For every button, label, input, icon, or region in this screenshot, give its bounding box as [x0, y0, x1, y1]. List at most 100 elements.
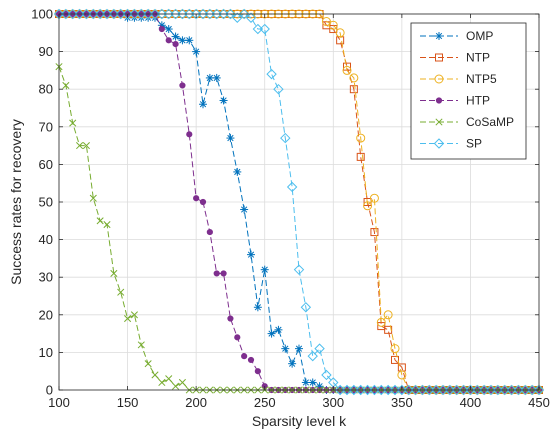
data-point-sp	[60, 8, 72, 20]
data-point-sp	[430, 384, 442, 396]
legend-marker	[435, 53, 443, 62]
data-point-ntp	[370, 228, 379, 237]
data-point-omp	[267, 329, 276, 338]
legend-label: SP	[466, 137, 482, 151]
data-point-sp	[465, 384, 476, 396]
data-point-htp	[254, 368, 261, 375]
data-point-cosamp	[76, 142, 84, 150]
data-point-sp	[396, 384, 408, 396]
x-tick-label: 450	[528, 395, 550, 410]
x-tick-label: 300	[322, 395, 344, 410]
y-tick-label: 50	[39, 195, 53, 210]
data-point-sp	[526, 384, 538, 396]
data-point-cosamp	[178, 378, 186, 387]
legend-marker	[435, 118, 443, 126]
data-point-omp	[274, 325, 283, 334]
data-point-ntp5	[335, 28, 345, 38]
data-point-cosamp	[124, 315, 132, 323]
data-point-sp	[403, 384, 414, 396]
data-point-cosamp	[110, 269, 118, 277]
data-point-omp	[233, 167, 242, 176]
data-point-sp	[177, 8, 188, 20]
data-point-htp	[172, 40, 179, 48]
data-point-sp	[389, 384, 401, 396]
data-point-omp	[226, 134, 235, 143]
data-point-omp	[219, 96, 228, 105]
data-point-omp	[164, 25, 173, 34]
y-tick-label: 30	[39, 270, 53, 285]
data-point-sp	[513, 384, 524, 396]
data-point-sp	[211, 8, 222, 20]
data-point-sp	[225, 8, 236, 20]
data-point-cosamp	[117, 288, 125, 296]
data-point-cosamp	[137, 341, 145, 349]
data-point-sp	[197, 8, 209, 20]
data-point-sp	[163, 8, 174, 20]
data-point-cosamp	[130, 311, 138, 319]
data-point-sp	[184, 8, 195, 20]
data-point-cosamp	[62, 81, 70, 89]
legend-label: OMP	[466, 29, 493, 43]
data-point-sp	[410, 384, 421, 396]
data-point-htp	[193, 195, 200, 202]
data-point-htp	[247, 356, 255, 364]
data-point-ntp	[391, 355, 399, 364]
data-point-sp	[348, 384, 360, 396]
x-tick-label: 400	[460, 395, 482, 410]
data-point-ntp5	[397, 370, 407, 380]
data-point-sp	[280, 132, 291, 144]
x-tick-label: 200	[185, 395, 207, 410]
legend-label: NTP5	[466, 72, 497, 86]
y-tick-label: 90	[39, 44, 53, 59]
data-point-sp	[444, 384, 456, 396]
data-point-cosamp	[103, 221, 111, 229]
data-point-sp	[520, 384, 531, 396]
data-point-omp	[288, 359, 297, 368]
data-point-htp	[199, 198, 207, 206]
data-point-sp	[478, 384, 490, 396]
data-point-sp	[94, 8, 106, 20]
y-tick-label: 20	[39, 307, 53, 322]
data-point-htp	[220, 270, 227, 277]
data-point-cosamp	[96, 217, 104, 225]
data-point-sp	[355, 384, 366, 396]
data-point-sp	[424, 384, 435, 396]
data-point-sp	[492, 384, 504, 396]
legend-item-ntp5: NTP5	[420, 72, 497, 86]
data-point-sp	[259, 23, 270, 35]
data-point-htp	[206, 228, 213, 236]
axis-ticks: 100 150 200 250 300 350 400 450 0 10 20 30 40 50 60 70 8…	[31, 7, 550, 411]
data-point-sp	[362, 384, 373, 396]
y-tick-label: 70	[39, 119, 53, 134]
data-point-sp	[437, 384, 449, 396]
data-point-ntp5	[342, 65, 352, 75]
data-point-sp	[108, 8, 120, 20]
x-tick-label: 350	[391, 395, 413, 410]
data-point-omp	[171, 32, 180, 41]
y-tick-label: 10	[39, 345, 53, 360]
legend-marker	[433, 138, 445, 149]
data-point-ntp5	[328, 20, 338, 30]
data-point-htp	[165, 37, 172, 44]
data-point-ntp	[356, 152, 365, 161]
data-point-sp	[170, 8, 181, 20]
data-point-sp	[101, 8, 113, 20]
data-point-ntp5	[383, 310, 393, 320]
data-point-cosamp	[69, 119, 77, 127]
data-point-omp	[260, 265, 269, 274]
y-tick-label: 0	[46, 383, 53, 398]
data-point-omp	[240, 205, 249, 214]
data-point-omp	[301, 378, 310, 387]
data-point-sp	[273, 83, 284, 95]
legend-item-ntp: NTP	[420, 51, 490, 65]
data-point-sp	[472, 384, 483, 396]
data-point-sp	[458, 384, 469, 396]
data-point-ntp5	[363, 201, 373, 211]
data-point-sp	[190, 8, 202, 20]
data-point-sp	[506, 384, 517, 396]
x-tick-label: 150	[117, 395, 139, 410]
data-point-ntp5	[356, 133, 366, 143]
data-point-omp	[212, 73, 221, 82]
data-point-ntp	[349, 85, 358, 94]
data-point-htp	[227, 315, 234, 322]
